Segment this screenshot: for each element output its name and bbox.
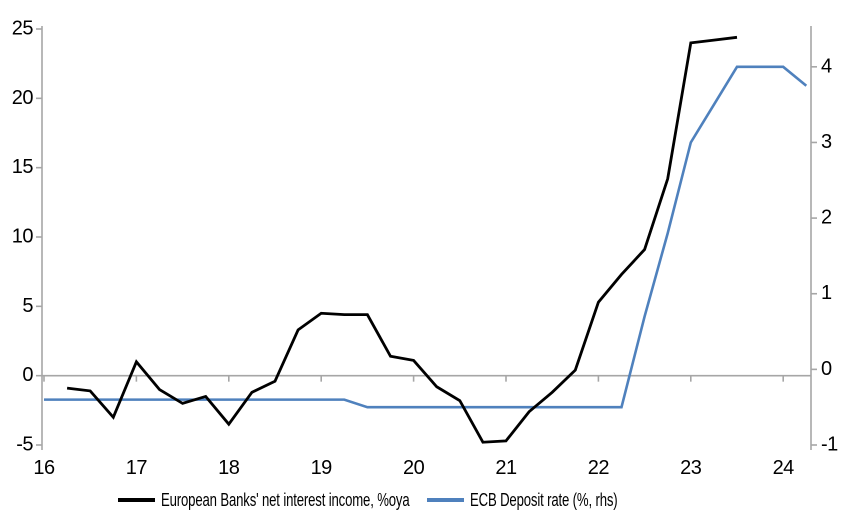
x-axis-label: 16 [33, 457, 55, 479]
left-axis-label: 0 [22, 364, 33, 386]
legend: European Banks' net interest income, %oy… [0, 489, 852, 515]
left-axis-label: 5 [22, 295, 33, 317]
right-axis-label: 3 [821, 131, 832, 153]
left-axis-label: 10 [12, 226, 34, 248]
right-axis-label: 1 [821, 282, 832, 304]
blue-line-swatch [427, 498, 464, 502]
x-axis-label: 18 [218, 457, 240, 479]
nii-line-series [66, 35, 738, 444]
ecb-rate-line-series [44, 65, 808, 409]
left-axis-label: 15 [12, 156, 34, 178]
right-axis-label: 2 [821, 207, 832, 229]
legend-label-nii: European Banks' net interest income, %oy… [161, 489, 410, 510]
x-axis-label: 17 [126, 457, 148, 479]
legend-label-ecb: ECB Deposit rate (%, rhs) [470, 489, 618, 510]
x-axis-label: 23 [680, 457, 702, 479]
right-axis-label: -1 [821, 434, 838, 456]
left-axis-label: 20 [12, 87, 34, 109]
right-axis-label: 4 [821, 55, 832, 77]
legend-item-ecb: ECB Deposit rate (%, rhs) [427, 489, 672, 511]
black-line-swatch [118, 498, 155, 502]
x-axis-label: 20 [403, 457, 425, 479]
x-axis-label: 22 [588, 457, 610, 479]
left-axis-label: -5 [16, 434, 33, 456]
legend-item-nii: European Banks' net interest income, %oy… [118, 489, 501, 511]
x-axis-label: 21 [495, 457, 517, 479]
right-axis-label: 0 [821, 358, 832, 380]
x-axis-label: 24 [773, 457, 795, 479]
left-axis-label: 25 [12, 18, 34, 40]
x-axis-label: 19 [311, 457, 333, 479]
